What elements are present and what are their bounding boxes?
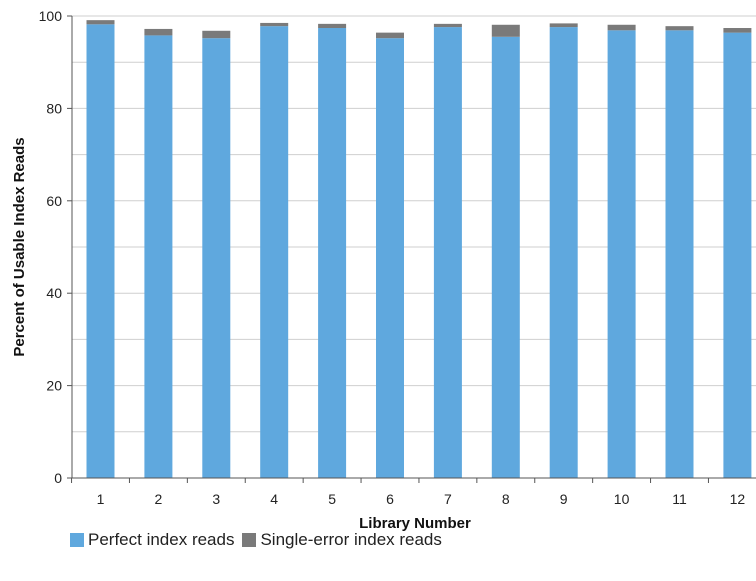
bar-perfect-8 xyxy=(491,36,520,478)
bar-perfect-7 xyxy=(433,27,462,478)
x-tick-label: 8 xyxy=(502,491,510,507)
axes xyxy=(67,15,756,483)
x-tick-label: 4 xyxy=(270,491,278,507)
x-tick-label: 12 xyxy=(730,491,746,507)
y-tick-label: 20 xyxy=(46,378,62,394)
bar-perfect-2 xyxy=(144,35,173,479)
x-tick-label: 3 xyxy=(212,491,220,507)
bar-single-error-12 xyxy=(723,28,752,33)
legend-swatch-perfect xyxy=(70,533,84,547)
x-tick-label: 2 xyxy=(155,491,163,507)
bar-single-error-4 xyxy=(260,22,289,27)
legend-swatch-single-error xyxy=(242,533,257,547)
bar-single-error-9 xyxy=(549,23,578,28)
bar-perfect-10 xyxy=(607,30,636,479)
bar-single-error-6 xyxy=(376,32,404,39)
x-tick-label: 1 xyxy=(97,491,105,507)
x-tick-label: 9 xyxy=(560,491,568,507)
legend-item-perfect: Perfect index reads xyxy=(70,530,234,550)
y-tick-label: 80 xyxy=(46,100,62,116)
y-tick-label: 0 xyxy=(54,470,62,486)
x-tick-label: 6 xyxy=(386,491,394,507)
y-axis-title: Percent of Usable Index Reads xyxy=(11,137,28,356)
x-axis-title: Library Number xyxy=(359,515,471,532)
bar-single-error-11 xyxy=(665,26,694,31)
bar-single-error-5 xyxy=(318,23,347,29)
bar-perfect-11 xyxy=(665,30,694,479)
bar-single-error-8 xyxy=(491,24,520,37)
bar-perfect-4 xyxy=(260,26,289,478)
bar-perfect-9 xyxy=(549,27,578,478)
y-tick-labels: 0 20 40 60 80 100 xyxy=(39,8,63,486)
legend-item-single-error: Single-error index reads xyxy=(242,530,442,550)
bar-perfect-12 xyxy=(723,32,752,479)
bar-single-error-7 xyxy=(433,23,462,28)
y-tick-label: 60 xyxy=(46,193,62,209)
y-tick-label: 100 xyxy=(39,8,63,24)
bars xyxy=(86,20,752,479)
y-tick-label: 40 xyxy=(46,285,62,301)
legend-label-single-error: Single-error index reads xyxy=(260,530,442,549)
bar-perfect-1 xyxy=(86,24,115,478)
x-tick-label: 5 xyxy=(328,491,336,507)
bar-single-error-10 xyxy=(607,24,636,31)
bar-perfect-3 xyxy=(202,38,231,479)
gridlines xyxy=(72,15,756,433)
bar-single-error-1 xyxy=(86,20,115,25)
bar-single-error-3 xyxy=(202,30,231,39)
x-tick-label: 10 xyxy=(614,491,630,507)
bar-single-error-2 xyxy=(144,28,173,36)
bar-perfect-6 xyxy=(376,38,404,479)
x-tick-label: 7 xyxy=(444,491,452,507)
x-tick-labels: 1 2 3 4 5 6 7 8 9 10 11 12 xyxy=(97,491,746,507)
legend: Perfect index reads Single-error index r… xyxy=(70,530,450,550)
x-tick-label: 11 xyxy=(672,491,687,507)
bar-perfect-5 xyxy=(318,28,347,479)
legend-label-perfect: Perfect index reads xyxy=(88,530,235,549)
